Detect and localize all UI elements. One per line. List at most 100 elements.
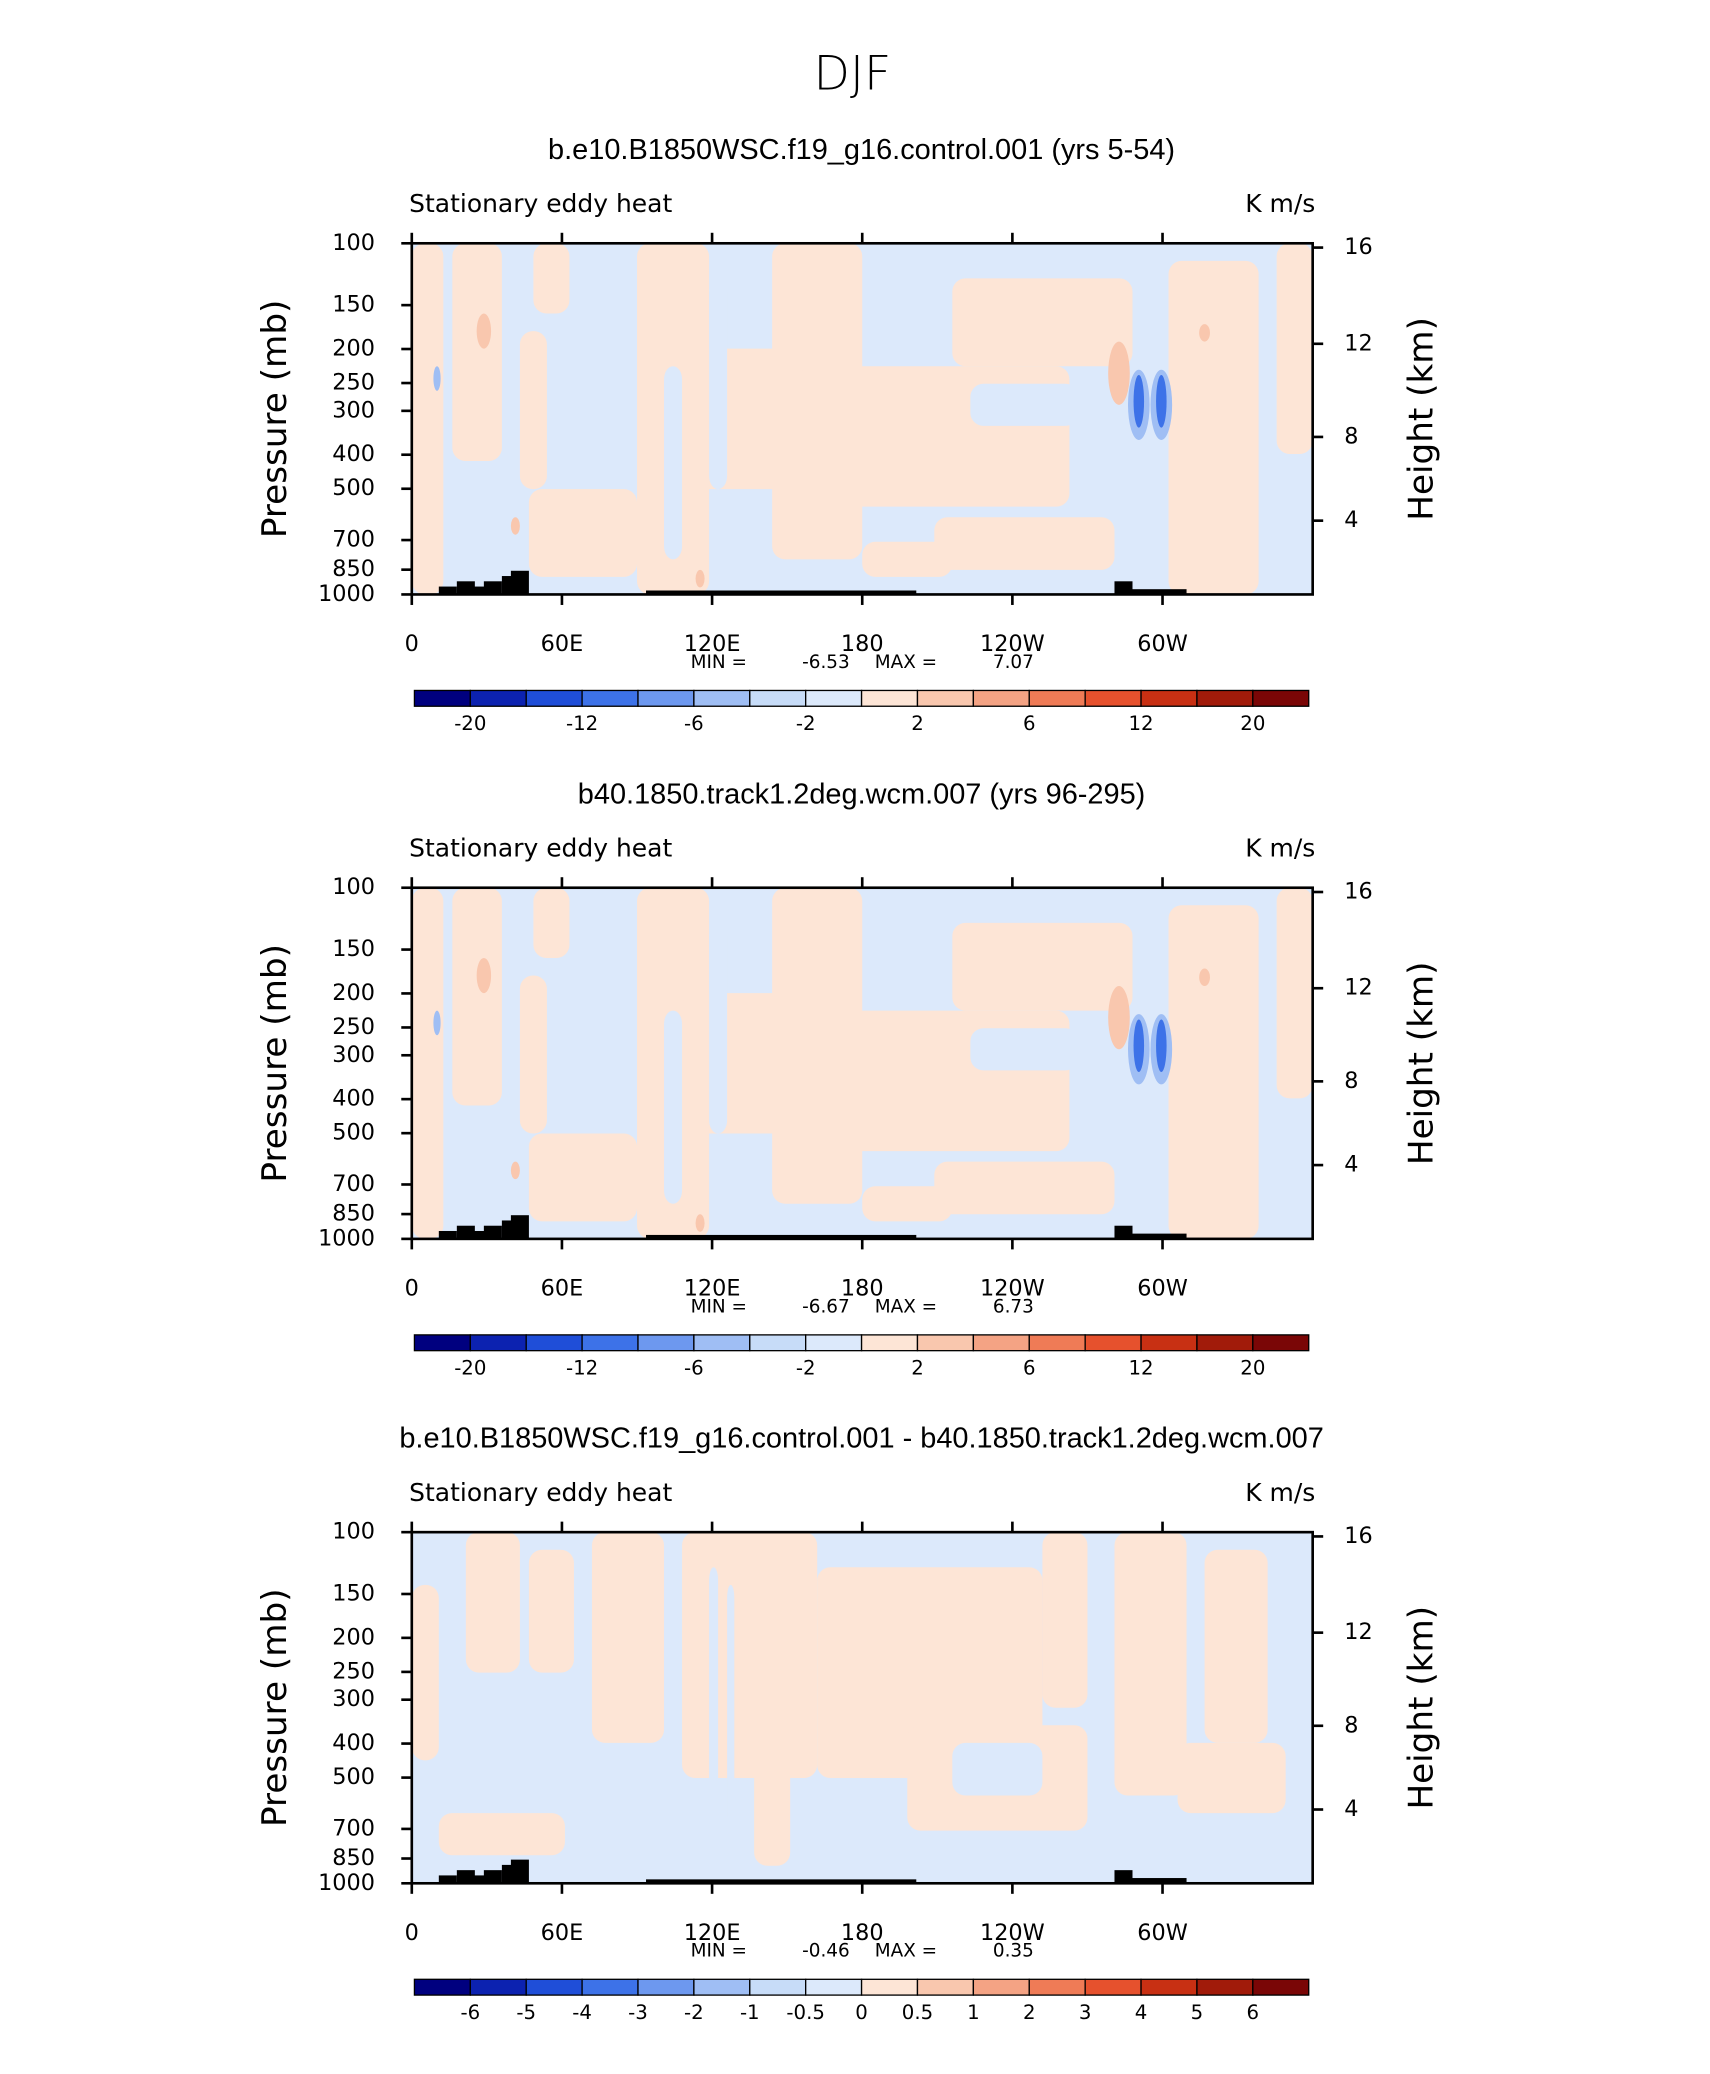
y-tick-label: 250 <box>332 1014 375 1040</box>
topography <box>510 570 529 595</box>
subtitle: Stationary eddy heat <box>409 834 672 863</box>
panel-title: b.e10.B1850WSC.f19_g16.control.001 (yrs … <box>548 134 1175 166</box>
subtitle: Stationary eddy heat <box>409 1478 672 1507</box>
y2-tick-label: 8 <box>1344 1068 1358 1094</box>
topography <box>1123 1878 1187 1884</box>
field-core <box>1156 375 1167 428</box>
y-tick-label: 150 <box>332 1580 375 1606</box>
colorbar-label: -12 <box>566 1357 598 1380</box>
figure-title: DJF <box>814 46 892 101</box>
field-core <box>1133 375 1145 428</box>
colorbar-box <box>1252 1978 1310 1996</box>
topography <box>646 1234 917 1239</box>
y2-tick-label: 4 <box>1344 1152 1358 1178</box>
field-positive <box>411 887 444 1239</box>
colorbar-box <box>805 1978 863 1996</box>
colorbar-box <box>860 689 919 707</box>
field-positive <box>411 243 444 595</box>
topography <box>510 1215 529 1239</box>
field-positive <box>452 887 502 1106</box>
y-tick-label: 400 <box>332 1086 375 1112</box>
colorbar-box <box>469 1334 527 1352</box>
y2-tick-label: 16 <box>1344 1523 1372 1549</box>
field-positive <box>817 1567 1043 1778</box>
colorbar-label: -20 <box>454 1357 486 1380</box>
colorbar-box <box>916 1978 975 1996</box>
colorbar-box <box>749 689 807 707</box>
min-value: -6.67 <box>802 1296 850 1317</box>
topography <box>483 581 502 595</box>
colorbar-box <box>1084 1978 1142 1996</box>
field-positive <box>465 1532 520 1673</box>
y2-axis-label: Height (km) <box>1402 1606 1442 1810</box>
colorbar-box <box>413 689 471 707</box>
colorbar-box <box>581 1978 639 1996</box>
topography <box>510 1859 529 1884</box>
y2-tick-label: 16 <box>1344 879 1372 905</box>
max-label: MAX = <box>875 1941 937 1962</box>
colorbar-label: 2 <box>911 1357 924 1380</box>
field-positive <box>1042 1532 1088 1708</box>
colorbar-label: -12 <box>566 712 598 735</box>
colorbar-box <box>1084 689 1142 707</box>
y-tick-label: 300 <box>332 1686 375 1712</box>
x-tick-label: 60E <box>541 1920 584 1946</box>
colorbar-box <box>469 689 527 707</box>
colorbar-label: -6 <box>684 712 704 735</box>
topography <box>646 590 917 595</box>
x-tick-label: 0 <box>405 1275 419 1301</box>
field-strong-positive <box>476 313 492 349</box>
colorbar-box <box>581 1334 639 1352</box>
units: K m/s <box>1245 1478 1315 1507</box>
y2-axis-label: Height (km) <box>1402 961 1442 1165</box>
y-tick-label: 100 <box>332 1519 375 1545</box>
colorbar-box <box>972 689 1030 707</box>
contour-field <box>411 887 1313 1239</box>
field-strong-positive <box>695 1214 705 1232</box>
max-value: 7.07 <box>993 652 1034 673</box>
colorbar-box <box>1028 1978 1086 1996</box>
max-value: 6.73 <box>993 1296 1034 1317</box>
field-negative <box>970 383 1079 426</box>
colorbar-box <box>1028 689 1086 707</box>
colorbar-box <box>916 689 975 707</box>
y-tick-label: 400 <box>332 441 375 467</box>
subtitle: Stationary eddy heat <box>409 189 672 218</box>
max-label: MAX = <box>875 652 937 673</box>
y-tick-label: 500 <box>332 1120 375 1146</box>
x-tick-label: 60W <box>1137 1275 1188 1301</box>
x-tick-label: 120E <box>684 1920 741 1946</box>
colorbar-box <box>1140 1334 1198 1352</box>
colorbar-label: 2 <box>1023 2001 1036 2024</box>
field-positive <box>1177 1742 1286 1814</box>
topography <box>1123 589 1187 595</box>
field-positive <box>1276 887 1313 1099</box>
colorbar-label: -0.5 <box>786 2001 824 2024</box>
x-tick-label: 120W <box>980 1275 1045 1301</box>
colorbar-label: 2 <box>911 712 924 735</box>
field-positive <box>862 541 953 577</box>
x-tick-label: 180 <box>841 1275 884 1301</box>
colorbar-label: -2 <box>684 2001 704 2024</box>
field-strong-positive <box>695 569 705 588</box>
field-strong-negative <box>433 1010 441 1036</box>
colorbar-label: 20 <box>1240 712 1265 735</box>
colorbar-box <box>972 1334 1030 1352</box>
x-tick-label: 120W <box>980 631 1045 657</box>
colorbar-box <box>805 1334 863 1352</box>
min-value: -6.53 <box>802 652 850 673</box>
y-tick-label: 500 <box>332 475 375 501</box>
y-tick-label: 1000 <box>318 1870 375 1896</box>
colorbar-box <box>637 1978 695 1996</box>
colorbar-label: -2 <box>796 1357 816 1380</box>
colorbar-box <box>1196 1334 1254 1352</box>
colorbar-label: -6 <box>684 1357 704 1380</box>
field-core <box>1156 1019 1167 1073</box>
field-positive <box>952 278 1133 367</box>
colorbar-box <box>1252 1334 1310 1352</box>
y-tick-label: 400 <box>332 1730 375 1756</box>
field-strong-positive <box>1199 968 1210 987</box>
field-negative <box>664 366 683 560</box>
